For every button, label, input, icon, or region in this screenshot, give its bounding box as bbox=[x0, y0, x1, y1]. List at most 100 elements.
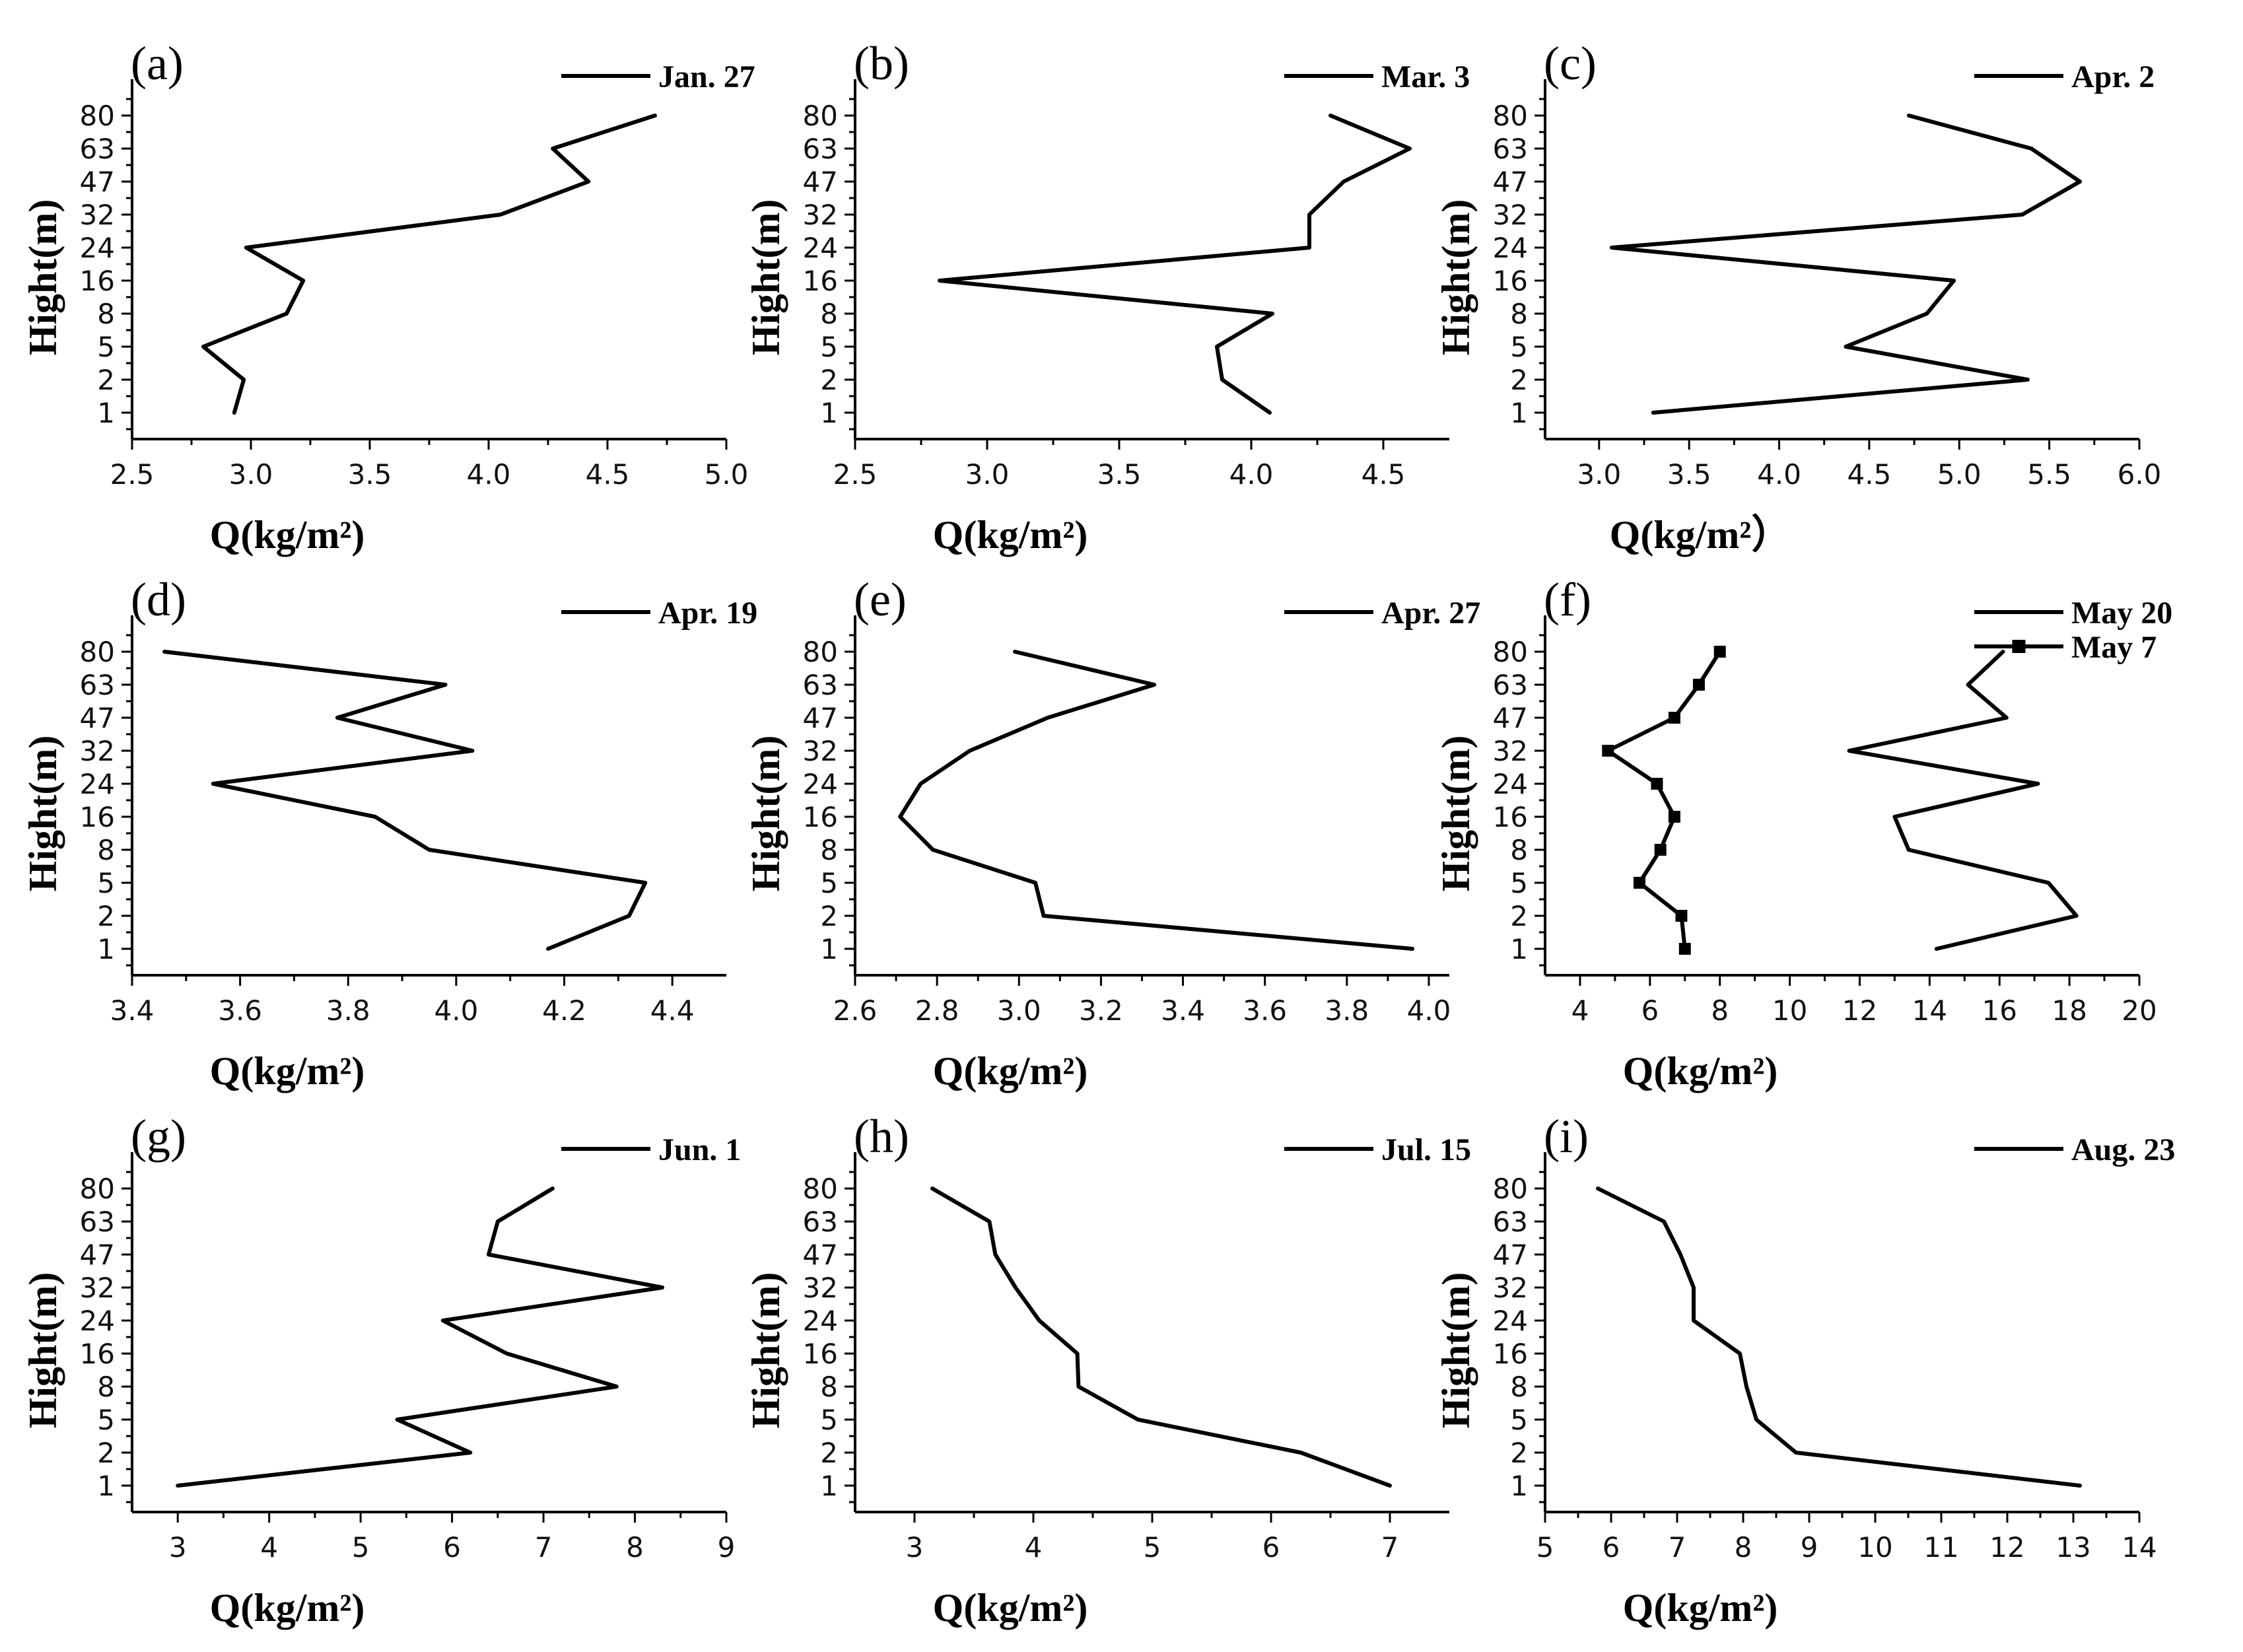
y-tick-label: 47 bbox=[80, 166, 115, 198]
x-tick-label: 7 bbox=[1381, 1531, 1399, 1564]
y-tick-label: 80 bbox=[1493, 1173, 1528, 1205]
legend-label: Jun. 1 bbox=[658, 1132, 741, 1167]
x-tick-label: 3.6 bbox=[1243, 994, 1287, 1027]
panel-label: (i) bbox=[1544, 1110, 1589, 1163]
y-tick-label: 63 bbox=[1493, 669, 1528, 701]
x-tick-label: 4 bbox=[1571, 994, 1589, 1027]
x-tick-label: 4.0 bbox=[434, 994, 479, 1027]
y-tick-label: 2 bbox=[820, 364, 838, 396]
x-tick-label: 14 bbox=[1912, 994, 1947, 1027]
y-tick-label: 1 bbox=[97, 933, 115, 965]
y-tick-label: 47 bbox=[1493, 1239, 1528, 1271]
y-tick-label: 1 bbox=[820, 397, 838, 429]
x-tick-label: 2.5 bbox=[110, 458, 155, 491]
y-tick-label: 32 bbox=[80, 1272, 115, 1304]
y-tick-label: 8 bbox=[1510, 1371, 1528, 1403]
data-point bbox=[1654, 844, 1667, 856]
data-point bbox=[1668, 811, 1680, 823]
data-point bbox=[1633, 877, 1645, 889]
y-tick-label: 8 bbox=[820, 1371, 838, 1403]
x-tick-label: 5 bbox=[1536, 1531, 1554, 1564]
y-tick-label: 5 bbox=[97, 867, 115, 899]
series-line bbox=[176, 1187, 665, 1488]
x-tick-label: 3.2 bbox=[1079, 994, 1123, 1027]
y-tick-label: 1 bbox=[820, 1470, 838, 1502]
panel-label: (c) bbox=[1544, 37, 1597, 90]
y-tick-label: 32 bbox=[1493, 735, 1528, 767]
y-tick-label: 16 bbox=[80, 265, 115, 297]
y-tick-label: 24 bbox=[803, 768, 838, 800]
x-tick-label: 9 bbox=[1801, 1531, 1818, 1564]
panel-label: (b) bbox=[854, 37, 909, 90]
y-axis-title: Hight(m) bbox=[744, 1272, 788, 1429]
x-tick-label: 10 bbox=[1857, 1531, 1892, 1564]
x-axis-title: Q(kg/m²） bbox=[1610, 512, 1791, 557]
x-tick-label: 3 bbox=[906, 1531, 924, 1564]
data-point bbox=[1692, 679, 1705, 691]
y-tick-label: 8 bbox=[97, 1371, 115, 1403]
series-line bbox=[1596, 1187, 2082, 1488]
y-tick-label: 5 bbox=[97, 1404, 115, 1436]
y-tick-label: 16 bbox=[803, 801, 838, 833]
x-tick-label: 6 bbox=[1641, 994, 1659, 1027]
y-tick-label: 8 bbox=[820, 834, 838, 866]
x-tick-label: 4.4 bbox=[650, 994, 695, 1027]
y-tick-label: 8 bbox=[820, 298, 838, 330]
y-tick-label: 47 bbox=[803, 1239, 838, 1271]
series-line bbox=[938, 114, 1412, 415]
data-point bbox=[1713, 646, 1726, 658]
x-tick-label: 5.5 bbox=[2027, 458, 2071, 491]
y-tick-label: 2 bbox=[820, 900, 838, 932]
x-tick-label: 16 bbox=[1982, 994, 2017, 1027]
y-tick-label: 63 bbox=[1493, 133, 1528, 165]
y-tick-label: 2 bbox=[97, 900, 115, 932]
x-tick-label: 9 bbox=[718, 1531, 736, 1564]
y-tick-label: 16 bbox=[1493, 801, 1528, 833]
y-tick-label: 80 bbox=[80, 100, 115, 132]
x-tick-label: 13 bbox=[2055, 1531, 2090, 1564]
x-tick-label: 4.5 bbox=[1362, 458, 1406, 491]
x-tick-label: 3.0 bbox=[1577, 458, 1621, 491]
data-point bbox=[1678, 943, 1691, 955]
legend-label: Apr. 27 bbox=[1381, 596, 1480, 631]
y-tick-label: 47 bbox=[80, 1239, 115, 1271]
x-tick-label: 4 bbox=[260, 1531, 278, 1564]
y-tick-label: 32 bbox=[803, 735, 838, 767]
y-axis-title: Hight(m) bbox=[21, 1272, 65, 1429]
y-axis-title: Hight(m) bbox=[1434, 1272, 1478, 1429]
y-axis-title: Hight(m) bbox=[21, 736, 65, 892]
y-tick-label: 63 bbox=[80, 669, 115, 701]
x-tick-label: 2.6 bbox=[833, 994, 878, 1027]
y-tick-label: 24 bbox=[80, 768, 115, 800]
panel-label: (g) bbox=[131, 1110, 186, 1163]
x-tick-label: 6 bbox=[1262, 1531, 1280, 1564]
x-tick-label: 5.0 bbox=[1937, 458, 1982, 491]
y-tick-label: 24 bbox=[1493, 768, 1528, 800]
y-tick-label: 24 bbox=[80, 1305, 115, 1337]
y-tick-label: 2 bbox=[820, 1437, 838, 1469]
y-tick-label: 24 bbox=[803, 232, 838, 264]
x-tick-label: 3 bbox=[169, 1531, 187, 1564]
x-tick-label: 4.0 bbox=[1229, 458, 1274, 491]
y-tick-label: 1 bbox=[1510, 933, 1528, 965]
x-tick-label: 6 bbox=[1603, 1531, 1620, 1564]
x-tick-label: 3.8 bbox=[1325, 994, 1369, 1027]
legend-label: Apr. 19 bbox=[658, 596, 757, 631]
y-tick-label: 80 bbox=[803, 1173, 838, 1205]
data-point bbox=[1668, 712, 1680, 724]
x-tick-label: 4.5 bbox=[586, 458, 630, 491]
series-line bbox=[898, 650, 1415, 951]
y-tick-label: 2 bbox=[1510, 900, 1528, 932]
x-axis-title: Q(kg/m²) bbox=[210, 513, 365, 557]
x-tick-label: 4.0 bbox=[467, 458, 511, 491]
panel-label: (d) bbox=[131, 573, 186, 626]
y-tick-label: 5 bbox=[97, 331, 115, 363]
panel-label: (h) bbox=[854, 1110, 909, 1163]
panel-label: (f) bbox=[1544, 573, 1591, 626]
x-tick-label: 3.6 bbox=[218, 994, 262, 1027]
y-tick-label: 5 bbox=[820, 331, 838, 363]
legend-label: Aug. 23 bbox=[2071, 1132, 2175, 1167]
y-tick-label: 80 bbox=[80, 1173, 115, 1205]
